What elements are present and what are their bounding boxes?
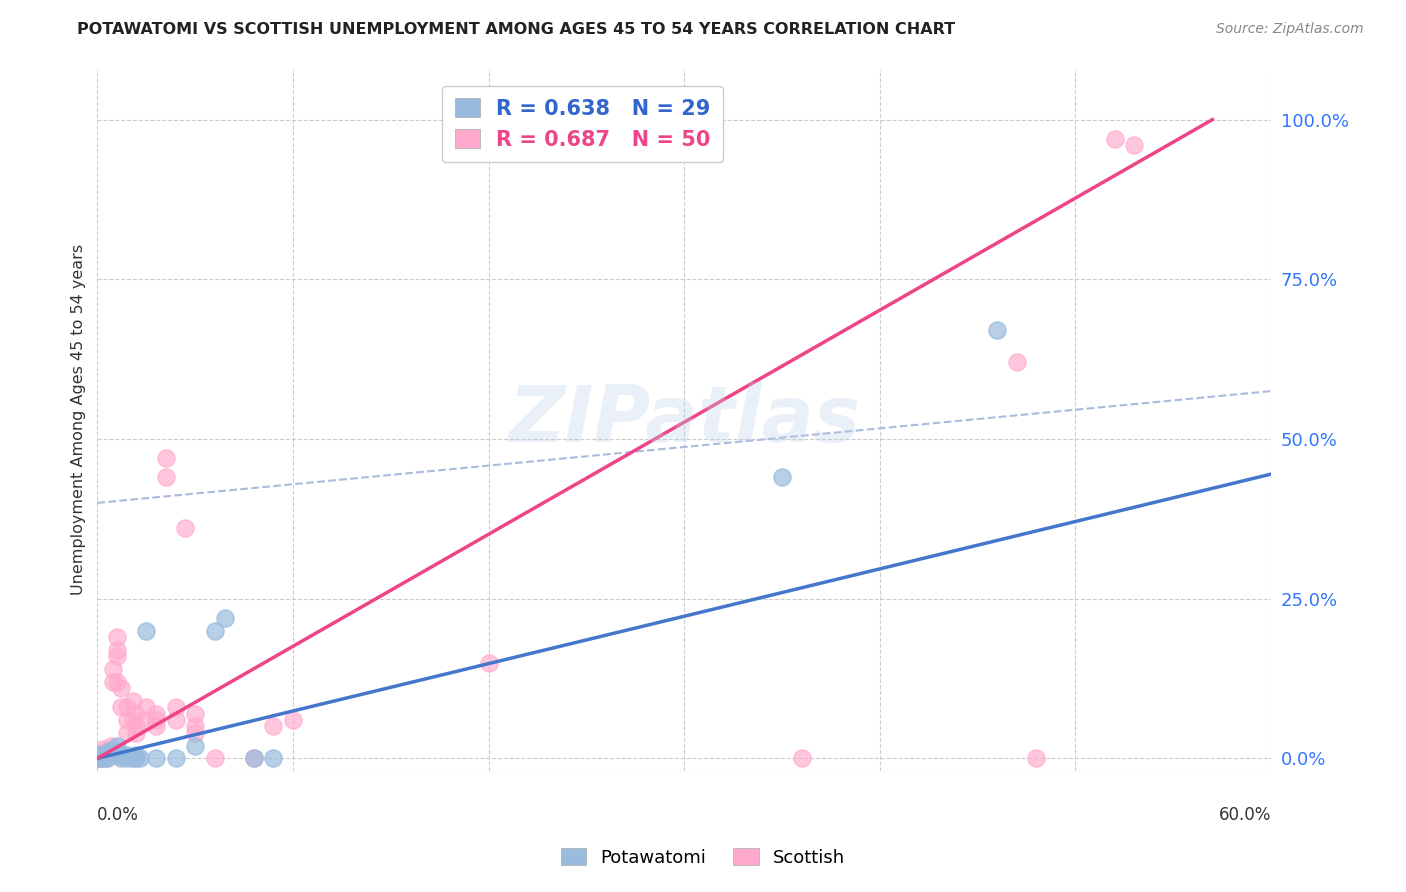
Y-axis label: Unemployment Among Ages 45 to 54 years: Unemployment Among Ages 45 to 54 years: [72, 244, 86, 595]
Point: [125, 748, 148, 763]
Point: [101, 662, 124, 676]
Point: [121, 713, 143, 727]
Point: [770, 470, 793, 484]
Point: [110, 751, 132, 765]
Point: [101, 674, 124, 689]
Point: [129, 751, 152, 765]
Point: [110, 700, 132, 714]
Point: [204, 751, 226, 765]
Point: [96, 748, 118, 763]
Point: [96, 748, 118, 763]
Point: [135, 700, 157, 714]
Point: [145, 713, 167, 727]
Point: [86, 748, 108, 763]
Point: [115, 726, 138, 740]
Point: [91, 751, 114, 765]
Point: [986, 323, 1008, 337]
Point: [96, 751, 118, 765]
Point: [110, 681, 132, 695]
Point: [110, 748, 132, 763]
Point: [281, 713, 304, 727]
Point: [145, 706, 167, 721]
Point: [96, 751, 118, 765]
Point: [262, 751, 284, 765]
Point: [105, 745, 128, 759]
Point: [115, 748, 138, 763]
Point: [105, 649, 128, 664]
Point: [243, 751, 266, 765]
Point: [105, 748, 128, 763]
Point: [115, 700, 138, 714]
Point: [174, 521, 197, 535]
Point: [204, 624, 226, 638]
Point: [135, 624, 157, 638]
Point: [214, 611, 236, 625]
Point: [790, 751, 813, 765]
Point: [115, 751, 138, 765]
Point: [125, 751, 148, 765]
Point: [101, 741, 124, 756]
Point: [105, 674, 128, 689]
Point: [165, 700, 187, 714]
Point: [100, 745, 122, 759]
Point: [184, 726, 207, 740]
Point: [105, 739, 128, 753]
Point: [125, 719, 148, 733]
Point: [91, 741, 114, 756]
Point: [184, 719, 207, 733]
Point: [86, 751, 108, 765]
Point: [96, 745, 118, 759]
Point: [478, 656, 501, 670]
Point: [86, 751, 108, 765]
Point: [121, 694, 143, 708]
Point: [125, 726, 148, 740]
Text: ZIPatlas: ZIPatlas: [508, 382, 860, 458]
Point: [100, 739, 122, 753]
Point: [1104, 132, 1126, 146]
Text: 0.0%: 0.0%: [97, 806, 139, 824]
Point: [155, 451, 177, 466]
Point: [135, 713, 157, 727]
Point: [86, 748, 108, 763]
Point: [1005, 355, 1028, 369]
Point: [91, 748, 114, 763]
Point: [1025, 751, 1047, 765]
Point: [91, 748, 114, 763]
Text: Source: ZipAtlas.com: Source: ZipAtlas.com: [1216, 22, 1364, 37]
Legend: R = 0.638   N = 29, R = 0.687   N = 50: R = 0.638 N = 29, R = 0.687 N = 50: [443, 86, 723, 162]
Point: [145, 719, 167, 733]
Point: [91, 745, 114, 759]
Point: [90, 751, 112, 765]
Point: [165, 713, 187, 727]
Legend: Potawatomi, Scottish: Potawatomi, Scottish: [554, 841, 852, 874]
Point: [145, 751, 167, 765]
Point: [105, 642, 128, 657]
Point: [184, 706, 207, 721]
Point: [1123, 138, 1146, 153]
Point: [155, 470, 177, 484]
Point: [90, 748, 112, 763]
Point: [121, 751, 143, 765]
Point: [165, 751, 187, 765]
Point: [243, 751, 266, 765]
Point: [91, 751, 114, 765]
Point: [90, 751, 112, 765]
Point: [105, 630, 128, 644]
Point: [101, 745, 124, 759]
Point: [184, 739, 207, 753]
Point: [262, 719, 284, 733]
Point: [115, 713, 138, 727]
Point: [125, 706, 148, 721]
Text: POTAWATOMI VS SCOTTISH UNEMPLOYMENT AMONG AGES 45 TO 54 YEARS CORRELATION CHART: POTAWATOMI VS SCOTTISH UNEMPLOYMENT AMON…: [77, 22, 956, 37]
Text: 60.0%: 60.0%: [1219, 806, 1271, 824]
